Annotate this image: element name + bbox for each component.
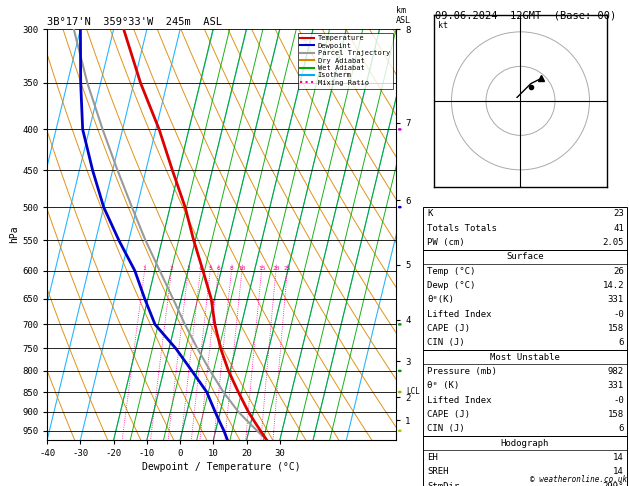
Legend: Temperature, Dewpoint, Parcel Trajectory, Dry Adiabat, Wet Adiabat, Isotherm, Mi: Temperature, Dewpoint, Parcel Trajectory… xyxy=(298,33,392,88)
Text: SREH: SREH xyxy=(427,467,448,476)
Y-axis label: hPa: hPa xyxy=(9,226,19,243)
Text: PW (cm): PW (cm) xyxy=(427,238,465,247)
Text: EH: EH xyxy=(427,453,438,462)
Text: 8: 8 xyxy=(230,265,233,271)
Text: Totals Totals: Totals Totals xyxy=(427,224,497,233)
Text: CAPE (J): CAPE (J) xyxy=(427,324,470,333)
Text: 10: 10 xyxy=(238,265,246,271)
Text: 6: 6 xyxy=(618,424,624,434)
Text: -0: -0 xyxy=(613,310,624,319)
Text: Lifted Index: Lifted Index xyxy=(427,310,492,319)
Text: 23: 23 xyxy=(613,209,624,218)
Text: CIN (J): CIN (J) xyxy=(427,338,465,347)
Text: 09.06.2024  12GMT  (Base: 00): 09.06.2024 12GMT (Base: 00) xyxy=(435,11,616,21)
Text: 3B°17'N  359°33'W  245m  ASL: 3B°17'N 359°33'W 245m ASL xyxy=(47,17,222,27)
Text: K: K xyxy=(427,209,433,218)
Text: 982: 982 xyxy=(608,367,624,376)
Text: CIN (J): CIN (J) xyxy=(427,424,465,434)
Text: 299°: 299° xyxy=(603,482,624,486)
Text: θᵉ (K): θᵉ (K) xyxy=(427,381,459,390)
Text: StmDir: StmDir xyxy=(427,482,459,486)
Text: -0: -0 xyxy=(613,396,624,405)
Text: Surface: Surface xyxy=(506,252,543,261)
Text: 25: 25 xyxy=(284,265,291,271)
Text: 2.05: 2.05 xyxy=(603,238,624,247)
Text: 4: 4 xyxy=(199,265,203,271)
Text: 6: 6 xyxy=(618,338,624,347)
Text: 14: 14 xyxy=(613,453,624,462)
Text: Pressure (mb): Pressure (mb) xyxy=(427,367,497,376)
Text: 1: 1 xyxy=(143,265,147,271)
Text: 331: 331 xyxy=(608,295,624,304)
Text: CAPE (J): CAPE (J) xyxy=(427,410,470,419)
Text: 20: 20 xyxy=(272,265,280,271)
Text: Hodograph: Hodograph xyxy=(501,438,549,448)
Text: 5: 5 xyxy=(208,265,212,271)
Text: 41: 41 xyxy=(613,224,624,233)
Text: 14: 14 xyxy=(613,467,624,476)
Text: 6: 6 xyxy=(216,265,220,271)
Text: 2: 2 xyxy=(170,265,174,271)
Text: 158: 158 xyxy=(608,410,624,419)
Text: 14.2: 14.2 xyxy=(603,281,624,290)
X-axis label: Dewpoint / Temperature (°C): Dewpoint / Temperature (°C) xyxy=(142,462,301,472)
Text: km
ASL: km ASL xyxy=(396,6,411,25)
Text: 158: 158 xyxy=(608,324,624,333)
Text: 15: 15 xyxy=(258,265,265,271)
Text: Lifted Index: Lifted Index xyxy=(427,396,492,405)
Text: Most Unstable: Most Unstable xyxy=(490,352,560,362)
Text: 26: 26 xyxy=(613,266,624,276)
Text: Dewp (°C): Dewp (°C) xyxy=(427,281,476,290)
Text: 3: 3 xyxy=(186,265,190,271)
Text: LCL: LCL xyxy=(407,387,421,396)
Text: kt: kt xyxy=(438,21,448,31)
Text: θᵉ(K): θᵉ(K) xyxy=(427,295,454,304)
Text: Temp (°C): Temp (°C) xyxy=(427,266,476,276)
Text: 331: 331 xyxy=(608,381,624,390)
Text: © weatheronline.co.uk: © weatheronline.co.uk xyxy=(530,474,627,484)
